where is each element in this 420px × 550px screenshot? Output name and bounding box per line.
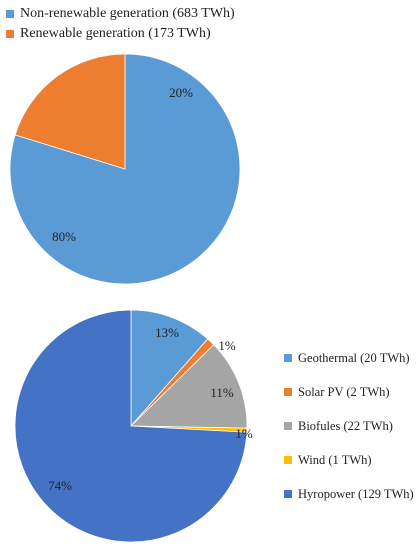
pie-slice: [14, 309, 248, 543]
legend-item-hyropower: Hyropower (129 TWh): [284, 477, 414, 511]
legend-swatch: [6, 30, 14, 38]
legend-item-biofules: Biofules (22 TWh): [284, 409, 414, 443]
legend-label: Geothermal (20 TWh): [298, 350, 410, 365]
legend-swatch: [284, 422, 292, 430]
pie-slice: [14, 53, 126, 170]
legend-item-non-renewable: Non-renewable generation (683 TWh): [6, 4, 235, 24]
slice-percent-label: 1%: [235, 426, 253, 441]
legend-item-renewable: Renewable generation (173 TWh): [6, 24, 235, 44]
legend-label: Solar PV (2 TWh): [298, 384, 390, 399]
slice-percent-label: 20%: [169, 85, 193, 100]
legend-item-wind: Wind (1 TWh): [284, 443, 414, 477]
legend-top: Non-renewable generation (683 TWh) Renew…: [6, 4, 235, 44]
pie-slice: [130, 309, 209, 428]
legend-swatch: [284, 456, 292, 464]
legend-item-solar-pv: Solar PV (2 TWh): [284, 375, 414, 409]
legend-swatch: [284, 388, 292, 396]
legend-item-geothermal: Geothermal (20 TWh): [284, 341, 414, 375]
slice-percent-label: 11%: [210, 385, 234, 400]
slice-percent-label: 80%: [52, 229, 76, 244]
pie-slice: [130, 344, 248, 429]
legend-label: Wind (1 TWh): [298, 452, 372, 467]
legend-swatch: [284, 490, 292, 498]
legend-label: Renewable generation (173 TWh): [20, 26, 211, 41]
legend-right: Geothermal (20 TWh) Solar PV (2 TWh) Bio…: [284, 341, 414, 511]
legend-label: Hyropower (129 TWh): [298, 486, 414, 501]
slice-percent-label: 74%: [48, 478, 72, 493]
legend-swatch: [6, 10, 14, 18]
legend-label: Non-renewable generation (683 TWh): [20, 6, 235, 21]
slice-percent-label: 1%: [218, 338, 236, 353]
legend-label: Biofules (22 TWh): [298, 418, 393, 433]
legend-swatch: [284, 354, 292, 362]
slice-percent-label: 13%: [155, 325, 179, 340]
pie-slice: [9, 53, 241, 285]
